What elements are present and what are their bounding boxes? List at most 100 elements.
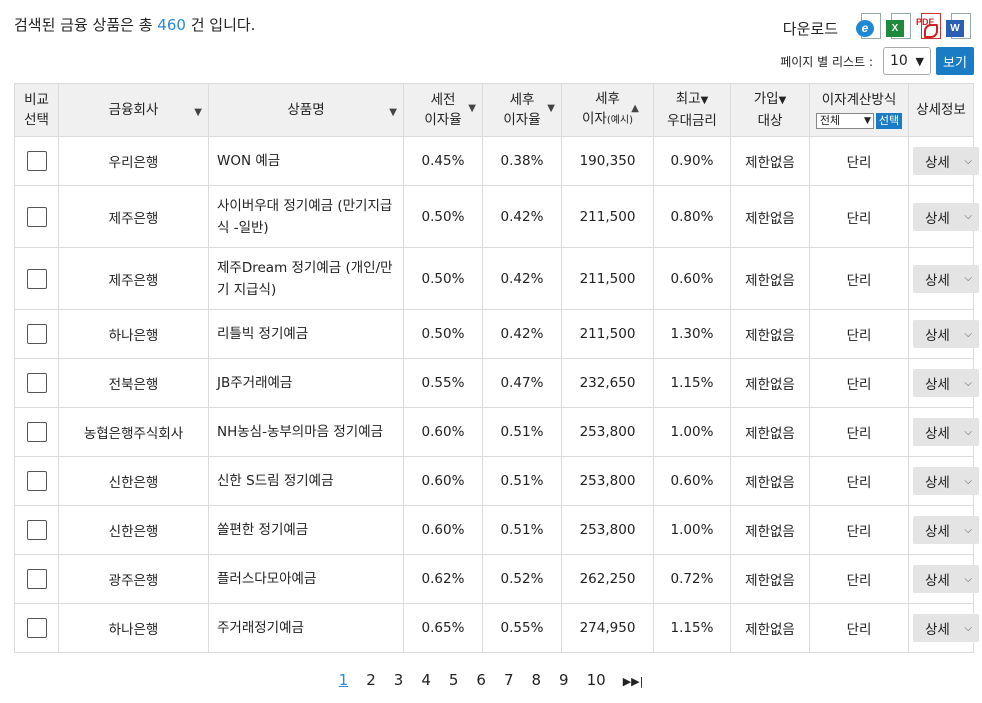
table-row: 제주은행 제주Dream 정기예금 (개인/만기 지급식) 0.50% 0.42% 21… [14, 247, 979, 310]
table-row: 신한은행 쏠편한 정기예금 0.60% 0.51% 253,800 1.00% 제한없음 단리… [14, 505, 979, 555]
compare-checkbox[interactable] [26, 206, 47, 227]
product-name-cell: 쏠편한 정기예금 [208, 505, 404, 555]
sort-down-icon[interactable]: ▼ [700, 95, 709, 106]
target-cell: 제한없음 [730, 358, 810, 408]
col-after-tax-rate[interactable]: 세후 이자율 ▼ [482, 83, 562, 137]
compare-checkbox[interactable] [26, 268, 47, 289]
page-link[interactable]: 10 [586, 671, 606, 689]
max-rate-cell: 1.15% [653, 358, 731, 408]
calc-method-cell: 단리 [809, 407, 909, 457]
table-row: 농협은행주식회사 NH농심-농부의마음 정기예금 0.60% 0.51% 253,800… [14, 407, 979, 457]
page-link[interactable]: 6 [476, 671, 486, 689]
detail-label: 상세 [925, 328, 950, 344]
page-link[interactable]: 7 [503, 671, 514, 689]
table-row: 하나은행 리틀빅 정기예금 0.50% 0.42% 211,500 1.30% 제한없음 단리… [14, 309, 979, 359]
after-tax-rate-cell: 0.42% [482, 185, 562, 248]
calc-filter-select[interactable]: 전체 ▼ [815, 113, 874, 129]
excel-icon[interactable]: X [886, 12, 914, 44]
detail-button[interactable]: 상세 ⌵ [913, 264, 979, 293]
max-rate-cell: 1.00% [653, 505, 731, 555]
chevron-down-icon: ⌵ [964, 426, 972, 438]
compare-cell [14, 247, 59, 310]
target-cell: 제한없음 [730, 505, 810, 555]
product-name-cell: 사이버우대 정기예금 (만기지급식 -일반) [208, 185, 404, 248]
page-link[interactable]: 3 [393, 671, 404, 689]
calc-filter-button[interactable]: 선택 [875, 113, 903, 129]
product-name-cell: 리틀빅 정기예금 [208, 309, 404, 359]
sort-down-icon[interactable]: ▼ [468, 103, 476, 114]
col-product[interactable]: 상품명 ▼ [208, 83, 404, 137]
ie-icon[interactable]: e [856, 12, 884, 44]
col-after-tax-interest[interactable]: 세후 이자(예시) ▲ [561, 83, 654, 137]
detail-button[interactable]: 상세 ⌵ [913, 418, 979, 446]
compare-checkbox[interactable] [26, 471, 47, 491]
detail-label: 상세 [925, 524, 950, 540]
product-name-cell: JB주거래예금 [208, 358, 404, 408]
page-link[interactable]: 1 [338, 671, 349, 689]
calc-method-cell: 단리 [809, 554, 909, 604]
page-link[interactable]: 5 [448, 671, 459, 689]
calc-method-cell: 단리 [809, 136, 909, 186]
detail-button[interactable]: 상세 ⌵ [913, 565, 979, 593]
compare-checkbox[interactable] [26, 324, 47, 344]
max-rate-cell: 0.60% [653, 247, 731, 310]
detail-button[interactable]: 상세 ⌵ [913, 147, 979, 175]
pre-tax-rate-cell: 0.50% [403, 185, 483, 248]
detail-cell: 상세 ⌵ [908, 505, 979, 555]
detail-label: 상세 [925, 272, 950, 289]
compare-checkbox[interactable] [26, 151, 47, 171]
after-tax-interest-cell: 253,800 [561, 456, 654, 506]
compare-checkbox[interactable] [26, 569, 47, 589]
page-size-select[interactable]: 10 ▼ [883, 47, 931, 75]
col-company[interactable]: 금융회사 ▼ [58, 83, 209, 137]
compare-checkbox[interactable] [26, 422, 47, 442]
detail-cell: 상세 ⌵ [908, 185, 979, 248]
col-target[interactable]: 가입▼ 대상 [730, 83, 810, 137]
after-tax-interest-cell: 211,500 [561, 309, 654, 359]
next-page-icon[interactable]: ▶▶| [622, 675, 644, 688]
page-link[interactable]: 8 [531, 671, 542, 689]
chevron-down-icon: ⌵ [964, 524, 972, 536]
word-icon[interactable]: W [946, 12, 974, 44]
sort-up-icon[interactable]: ▲ [631, 103, 639, 114]
view-button[interactable]: 보기 [936, 47, 974, 75]
compare-checkbox[interactable] [26, 520, 47, 540]
pagination: 1 2 3 4 5 6 7 8 9 10 ▶▶| [0, 671, 982, 689]
detail-cell: 상세 ⌵ [908, 136, 979, 186]
summary-prefix: 검색된 금융 상품은 총 [14, 16, 153, 34]
pdf-icon[interactable]: PDF [916, 12, 944, 44]
detail-button[interactable]: 상세 ⌵ [913, 320, 979, 348]
pre-tax-rate-cell: 0.60% [403, 505, 483, 555]
after-tax-interest-cell: 232,650 [561, 358, 654, 408]
compare-checkbox[interactable] [26, 373, 47, 393]
pre-tax-rate-cell: 0.60% [403, 407, 483, 457]
product-name-cell: 제주Dream 정기예금 (개인/만기 지급식) [208, 247, 404, 310]
page-link[interactable]: 4 [421, 671, 431, 689]
sort-down-icon[interactable]: ▼ [194, 107, 202, 118]
compare-checkbox[interactable] [26, 618, 47, 638]
product-table: 비교 선택 금융회사 ▼ 상품명 ▼ 세전 이자율 ▼ 세후 이자율 ▼ 세후 이자(예시) ▲ … [14, 83, 979, 653]
page-link[interactable]: 9 [559, 671, 569, 689]
col-max-rate[interactable]: 최고▼ 우대금리 [653, 83, 731, 137]
detail-cell: 상세 ⌵ [908, 603, 979, 653]
detail-button[interactable]: 상세 ⌵ [913, 467, 979, 495]
detail-button[interactable]: 상세 ⌵ [913, 369, 979, 397]
detail-label: 상세 [925, 573, 950, 589]
sort-down-icon[interactable]: ▼ [778, 95, 787, 106]
chevron-down-icon: ⌵ [964, 211, 972, 222]
col-detail: 상세정보 [908, 83, 974, 137]
page-link[interactable]: 2 [366, 671, 376, 689]
calc-method-cell: 단리 [809, 358, 909, 408]
col-calc-method: 이자계산방식 전체 ▼ 선택 [809, 83, 909, 137]
sort-down-icon[interactable]: ▼ [547, 103, 555, 114]
detail-button[interactable]: 상세 ⌵ [913, 614, 979, 642]
calc-method-cell: 단리 [809, 185, 909, 248]
detail-button[interactable]: 상세 ⌵ [913, 202, 979, 231]
detail-cell: 상세 ⌵ [908, 456, 979, 506]
detail-label: 상세 [925, 622, 950, 638]
max-rate-cell: 0.72% [653, 554, 731, 604]
detail-button[interactable]: 상세 ⌵ [913, 516, 979, 544]
target-cell: 제한없음 [730, 185, 810, 248]
sort-down-icon[interactable]: ▼ [389, 107, 397, 118]
col-pre-tax-rate[interactable]: 세전 이자율 ▼ [403, 83, 483, 137]
